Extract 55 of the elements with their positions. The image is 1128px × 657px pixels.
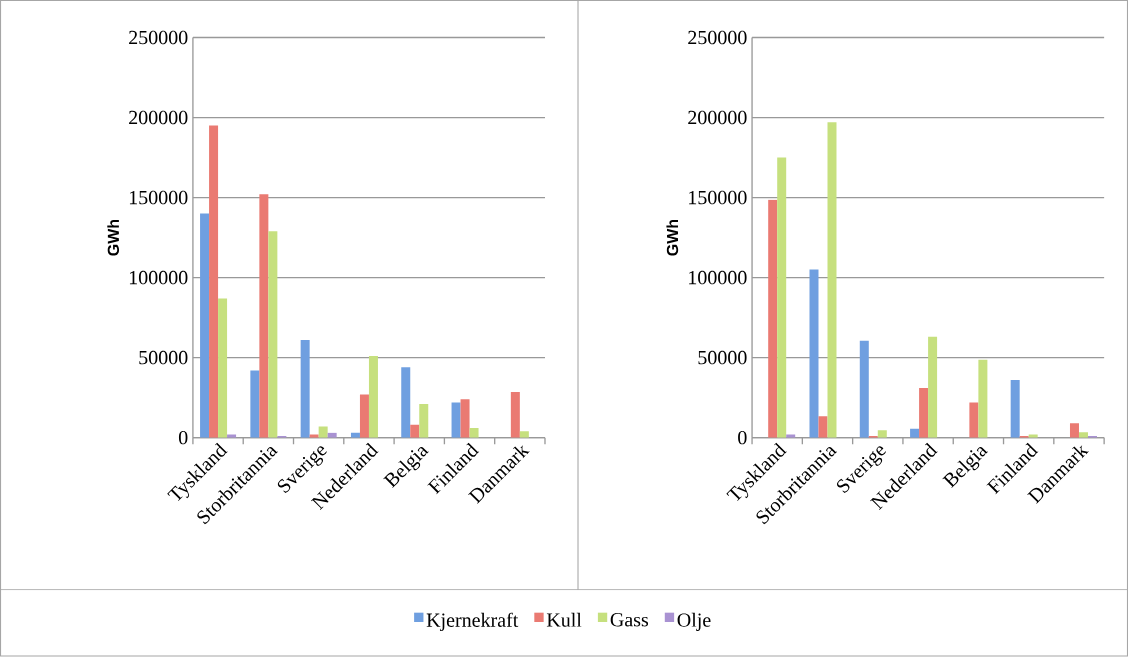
legend-label: Olje — [677, 612, 711, 632]
y-tick-label: 100000 — [129, 271, 188, 285]
bar — [259, 194, 269, 438]
bar — [268, 231, 278, 438]
bar — [510, 392, 520, 438]
y-tick-label: 0 — [738, 431, 747, 445]
bar — [218, 298, 228, 438]
bar — [1078, 432, 1088, 438]
y-tick-label: 250000 — [129, 31, 188, 45]
y-axis-title: GWh — [107, 220, 120, 256]
bar — [919, 388, 929, 438]
bar — [877, 430, 887, 438]
bar — [519, 431, 529, 438]
bar — [227, 434, 237, 438]
legend-label: Kjernekraft — [426, 612, 519, 632]
bar — [359, 394, 369, 438]
y-tick-label: 50000 — [698, 351, 747, 365]
bar — [300, 340, 310, 438]
bar — [410, 425, 420, 438]
bar — [777, 157, 787, 438]
y-tick-label: 200000 — [129, 111, 188, 125]
bar — [309, 434, 319, 438]
bar — [969, 402, 979, 438]
legend-label: Kull — [546, 612, 582, 628]
bar — [1069, 423, 1079, 438]
bar — [368, 356, 378, 438]
bar — [460, 399, 470, 438]
bar — [1028, 434, 1038, 438]
y-tick-label: 250000 — [688, 31, 747, 45]
y-tick-label: 50000 — [139, 351, 188, 365]
bar — [250, 370, 260, 438]
y-tick-label: 100000 — [689, 271, 747, 285]
bar — [419, 404, 429, 438]
bar — [401, 367, 411, 438]
y-tick-label: 200000 — [688, 111, 747, 125]
bar — [451, 402, 461, 438]
bar — [910, 429, 920, 438]
bar — [318, 426, 328, 438]
bar — [469, 428, 479, 438]
bar — [209, 125, 219, 438]
y-tick-label: 150000 — [689, 191, 747, 205]
bar — [768, 200, 778, 438]
legend-label: Gass — [610, 613, 649, 627]
y-axis-title: GWh — [666, 220, 679, 256]
bar — [818, 416, 828, 438]
bar — [200, 213, 210, 438]
bar — [786, 434, 796, 438]
y-tick-label: 150000 — [129, 191, 188, 205]
bar — [827, 122, 837, 438]
y-tick-label: 0 — [178, 431, 188, 445]
bar — [809, 269, 819, 438]
bar — [1010, 380, 1020, 438]
bar — [859, 340, 869, 438]
bar — [978, 360, 988, 438]
bar — [928, 337, 938, 438]
